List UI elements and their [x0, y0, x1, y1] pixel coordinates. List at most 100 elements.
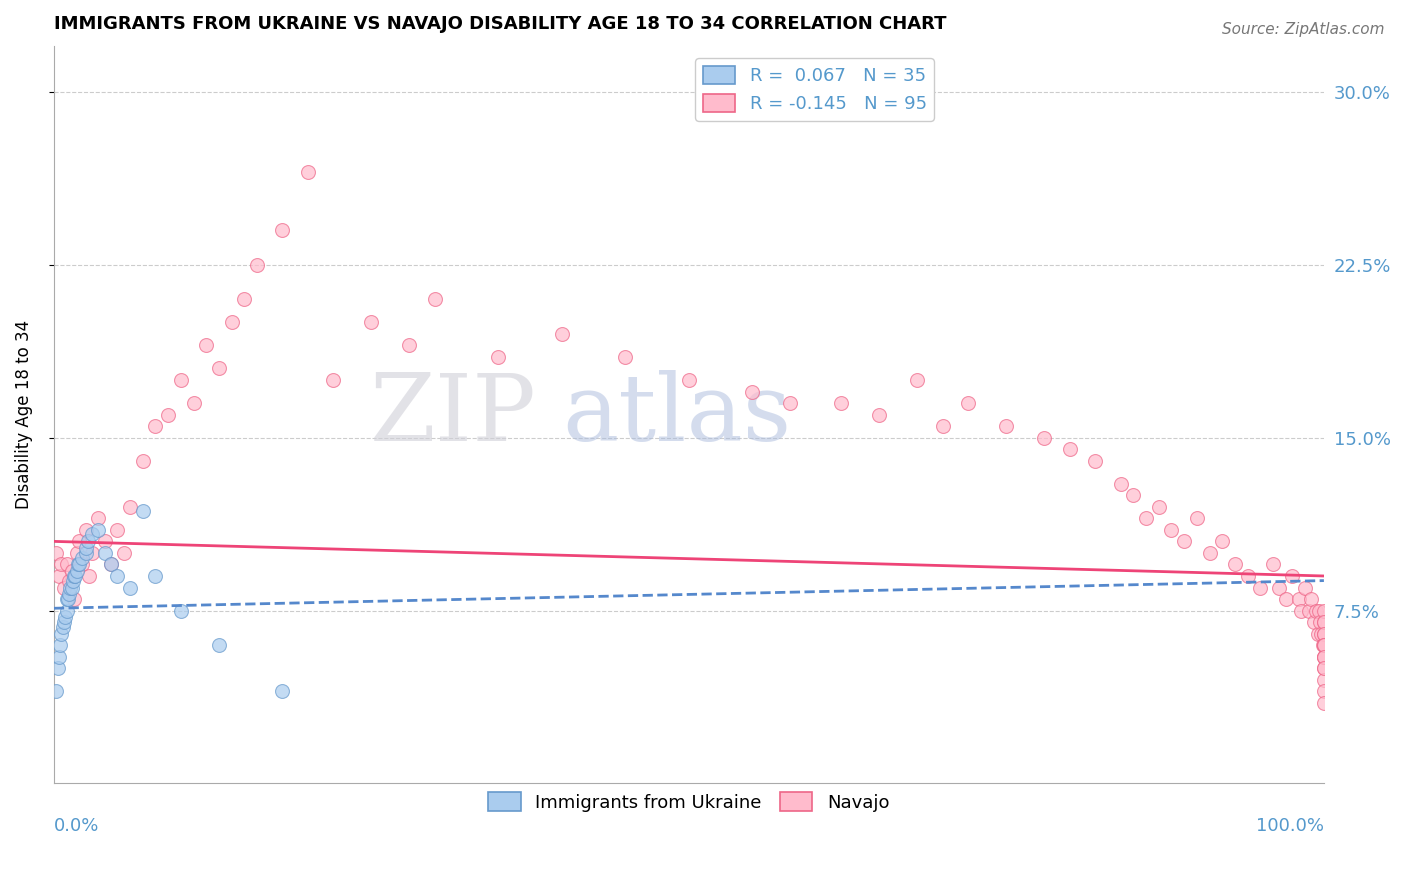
Point — [1289, 603, 1312, 617]
Point — [1211, 534, 1233, 549]
Point — [53, 610, 76, 624]
Point — [118, 581, 141, 595]
Point — [80, 527, 103, 541]
Point — [87, 511, 110, 525]
Point — [112, 546, 135, 560]
Point — [1198, 546, 1220, 560]
Point — [1160, 523, 1182, 537]
Point — [79, 569, 101, 583]
Point — [1223, 558, 1246, 572]
Point — [132, 453, 155, 467]
Point — [1059, 442, 1081, 457]
Point — [55, 603, 77, 617]
Point — [1302, 615, 1324, 629]
Point — [779, 396, 801, 410]
Point — [62, 574, 84, 588]
Point — [80, 546, 103, 560]
Point — [58, 587, 80, 601]
Point — [221, 315, 243, 329]
Point — [56, 592, 79, 607]
Point — [105, 569, 128, 583]
Point — [1313, 626, 1336, 640]
Point — [1309, 615, 1331, 629]
Point — [75, 546, 97, 560]
Point — [48, 649, 70, 664]
Point — [93, 546, 115, 560]
Point — [45, 546, 67, 560]
Point — [1301, 592, 1323, 607]
Point — [208, 638, 231, 652]
Point — [1185, 511, 1208, 525]
Point — [67, 534, 90, 549]
Point — [995, 419, 1018, 434]
Point — [1308, 603, 1330, 617]
Point — [322, 373, 344, 387]
Point — [1281, 569, 1303, 583]
Point — [1122, 488, 1144, 502]
Point — [1313, 649, 1336, 664]
Point — [1312, 638, 1334, 652]
Point — [246, 258, 269, 272]
Point — [46, 661, 69, 675]
Point — [1135, 511, 1157, 525]
Point — [70, 558, 93, 572]
Point — [65, 569, 87, 583]
Point — [1288, 592, 1310, 607]
Text: IMMIGRANTS FROM UKRAINE VS NAVAJO DISABILITY AGE 18 TO 34 CORRELATION CHART: IMMIGRANTS FROM UKRAINE VS NAVAJO DISABI… — [53, 15, 946, 33]
Point — [53, 581, 76, 595]
Point — [1313, 649, 1336, 664]
Point — [66, 565, 89, 579]
Point — [271, 684, 294, 698]
Point — [118, 500, 141, 514]
Point — [51, 626, 73, 640]
Point — [63, 569, 86, 583]
Point — [93, 534, 115, 549]
Point — [145, 569, 167, 583]
Point — [1313, 661, 1336, 675]
Point — [1313, 638, 1336, 652]
Point — [1313, 603, 1336, 617]
Point — [183, 396, 205, 410]
Point — [1305, 603, 1327, 617]
Point — [67, 558, 90, 572]
Point — [1313, 615, 1336, 629]
Point — [1306, 626, 1329, 640]
Point — [1313, 615, 1336, 629]
Point — [48, 569, 70, 583]
Y-axis label: Disability Age 18 to 34: Disability Age 18 to 34 — [15, 320, 32, 509]
Point — [1313, 684, 1336, 698]
Point — [551, 326, 574, 341]
Point — [1313, 673, 1336, 687]
Point — [132, 504, 155, 518]
Point — [60, 565, 83, 579]
Point — [271, 223, 294, 237]
Point — [297, 165, 319, 179]
Point — [830, 396, 852, 410]
Point — [100, 558, 122, 572]
Point — [741, 384, 763, 399]
Point — [75, 523, 97, 537]
Point — [1313, 661, 1336, 675]
Legend: Immigrants from Ukraine, Navajo: Immigrants from Ukraine, Navajo — [481, 785, 897, 819]
Point — [105, 523, 128, 537]
Point — [77, 534, 100, 549]
Point — [55, 592, 77, 607]
Point — [1294, 581, 1316, 595]
Point — [59, 581, 82, 595]
Point — [1236, 569, 1258, 583]
Point — [45, 684, 67, 698]
Point — [195, 338, 218, 352]
Point — [1084, 453, 1107, 467]
Point — [63, 592, 86, 607]
Point — [1313, 626, 1336, 640]
Point — [1109, 476, 1132, 491]
Point — [1261, 558, 1284, 572]
Point — [75, 541, 97, 556]
Point — [614, 350, 637, 364]
Point — [51, 558, 73, 572]
Point — [100, 558, 122, 572]
Point — [1147, 500, 1170, 514]
Point — [58, 574, 80, 588]
Text: Source: ZipAtlas.com: Source: ZipAtlas.com — [1222, 22, 1385, 37]
Point — [157, 408, 180, 422]
